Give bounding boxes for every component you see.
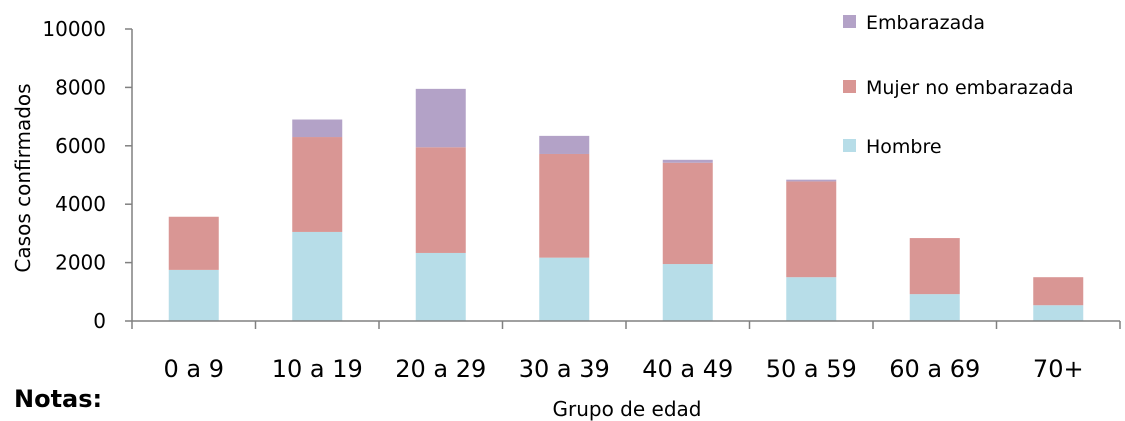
legend-label: Mujer no embarazada bbox=[866, 77, 1074, 99]
legend-label: Hombre bbox=[866, 136, 942, 158]
bar-segment-embarazada bbox=[292, 119, 343, 138]
bar-segment-embarazada bbox=[539, 135, 590, 154]
bar-segment-hombre bbox=[168, 269, 219, 321]
y-axis-ticks: 0 2000 4000 6000 8000 10000 bbox=[42, 17, 132, 333]
x-tick-label: 50 a 59 bbox=[766, 355, 857, 383]
y-tick-label: 0 bbox=[93, 309, 106, 333]
bar-segment-embarazada bbox=[662, 159, 713, 163]
x-axis-label: Grupo de edad bbox=[553, 397, 702, 421]
bar-segment-mujer-no-embarazada bbox=[662, 162, 713, 265]
bar-segment-mujer-no-embarazada bbox=[909, 238, 960, 295]
bar-segment-hombre bbox=[786, 277, 837, 321]
bar-segment-hombre bbox=[292, 231, 343, 321]
y-tick-label: 2000 bbox=[55, 251, 106, 275]
bar-segment-hombre bbox=[662, 264, 713, 321]
notes-heading: Notas: bbox=[14, 385, 103, 413]
y-axis-label: Casos confirmados bbox=[11, 83, 35, 272]
x-tick-label: 40 a 49 bbox=[642, 355, 733, 383]
bar-segment-hombre bbox=[539, 257, 590, 321]
y-tick-label: 8000 bbox=[55, 75, 106, 99]
y-tick-label: 4000 bbox=[55, 192, 106, 216]
bar-segment-hombre bbox=[415, 252, 466, 321]
y-tick-label: 10000 bbox=[42, 17, 106, 41]
x-tick-label: 20 a 29 bbox=[395, 355, 486, 383]
x-tick-label: 70+ bbox=[1033, 355, 1084, 383]
bar-segment-mujer-no-embarazada bbox=[1033, 277, 1084, 306]
bar-segment-mujer-no-embarazada bbox=[168, 216, 219, 270]
bar-segment-mujer-no-embarazada bbox=[292, 137, 343, 232]
x-tick-label: 10 a 19 bbox=[272, 355, 363, 383]
x-tick-label: 0 a 9 bbox=[163, 355, 224, 383]
bars bbox=[168, 88, 1084, 321]
x-tick-label: 30 a 39 bbox=[519, 355, 610, 383]
bar-segment-hombre bbox=[1033, 305, 1084, 321]
legend-label: Embarazada bbox=[866, 12, 985, 34]
bar-segment-mujer-no-embarazada bbox=[786, 181, 837, 278]
x-axis-ticks: 0 a 9 10 a 19 20 a 29 30 a 39 40 a 49 50 a 59… bbox=[131, 321, 1121, 383]
legend: Embarazada Mujer no embarazada Hombre bbox=[843, 12, 1074, 158]
bar-segment-mujer-no-embarazada bbox=[539, 153, 590, 258]
bar-segment-mujer-no-embarazada bbox=[415, 147, 466, 253]
legend-swatch bbox=[843, 80, 856, 93]
bar-segment-embarazada bbox=[415, 88, 466, 148]
bar-segment-hombre bbox=[909, 294, 960, 321]
bar-segment-embarazada bbox=[786, 179, 837, 182]
y-tick-label: 6000 bbox=[55, 134, 106, 158]
legend-swatch bbox=[843, 15, 856, 28]
legend-swatch bbox=[843, 139, 856, 152]
x-tick-label: 60 a 69 bbox=[889, 355, 980, 383]
